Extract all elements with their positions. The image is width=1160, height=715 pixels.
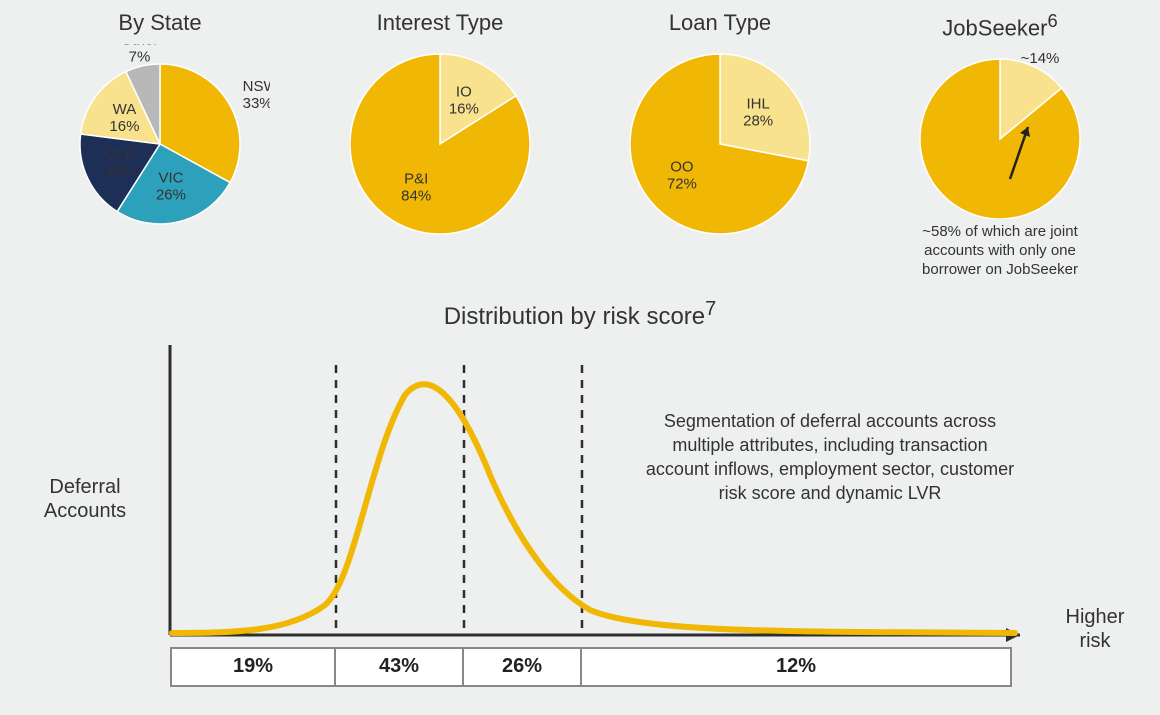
distribution-ylabel: Deferral Accounts xyxy=(20,475,150,523)
pie-by-state: By State NSW33%VIC26%QLD18%WA16%Other7% xyxy=(50,10,270,280)
pie-title-jobseeker-sup: 6 xyxy=(1047,10,1057,31)
pie-label-interestType-0: IO xyxy=(456,84,472,101)
pie-value-byState-1: 26% xyxy=(156,187,186,204)
pie-title-loan-type: Loan Type xyxy=(669,10,771,36)
pie-label-loanType-0: IHL xyxy=(746,95,769,112)
xlabel-line2: risk xyxy=(1079,630,1110,652)
pie-title-jobseeker: JobSeeker6 xyxy=(942,10,1057,41)
distribution-bucket: 19% xyxy=(170,647,336,687)
pie-charts-row: By State NSW33%VIC26%QLD18%WA16%Other7% … xyxy=(0,0,1160,280)
pie-label-byState-1: VIC xyxy=(158,170,183,187)
pie-by-state-svg: NSW33%VIC26%QLD18%WA16%Other7% xyxy=(50,44,270,244)
pie-value-loanType-1: 72% xyxy=(667,176,697,193)
distribution-title-sup: 7 xyxy=(705,298,716,320)
pie-title-jobseeker-text: JobSeeker xyxy=(942,15,1047,40)
pie-title-interest-type: Interest Type xyxy=(377,10,504,36)
pie-title-by-state: By State xyxy=(118,10,201,36)
pie-jobseeker-svg: JobSeeker~14% xyxy=(890,49,1110,219)
pie-label-byState-2: QLD xyxy=(105,146,136,163)
pie-label-byState-0: NSW xyxy=(243,78,270,95)
distribution-bucket: 12% xyxy=(582,647,1012,687)
pie-label-loanType-1: OO xyxy=(670,159,693,176)
pie-label-interestType-1: P&I xyxy=(404,170,428,187)
xlabel-line1: Higher xyxy=(1066,606,1125,628)
pie-label-byState-3: WA xyxy=(113,101,137,118)
jobseeker-note: ~58% of which are joint accounts with on… xyxy=(900,223,1100,279)
pie-loan-type-svg: IHL28% OO72% xyxy=(610,44,830,244)
pie-loan-type: Loan Type IHL28% OO72% xyxy=(610,10,830,280)
distribution-area: Deferral Accounts Segmentation of deferr… xyxy=(30,335,1130,715)
ylabel-line2: Accounts xyxy=(44,500,126,522)
pie-value-byState-3: 16% xyxy=(109,118,139,135)
pie-interest-type: Interest Type IO16% P&I84% xyxy=(330,10,550,280)
distribution-title: Distribution by risk score7 xyxy=(0,298,1160,331)
ylabel-line1: Deferral xyxy=(49,476,120,498)
distribution-xlabel: Higher risk xyxy=(1050,605,1140,653)
pie-interest-type-svg: IO16% P&I84% xyxy=(330,44,550,244)
pie-value-interestType-0: 16% xyxy=(449,101,479,118)
distribution-buckets: 19%43%26%12% xyxy=(170,647,1012,687)
distribution-note: Segmentation of deferral accounts across… xyxy=(640,409,1020,506)
pie-jobseeker: JobSeeker6 JobSeeker~14% ~58% of which a… xyxy=(890,10,1110,280)
pie-value-interestType-1: 84% xyxy=(401,187,431,204)
distribution-bucket: 26% xyxy=(464,647,582,687)
pie-value-jobSeeker-0: ~14% xyxy=(1021,50,1060,67)
pie-value-loanType-0: 28% xyxy=(743,112,773,129)
pie-value-byState-4: 7% xyxy=(129,48,151,65)
distribution-title-text: Distribution by risk score xyxy=(444,303,705,330)
pie-value-byState-2: 18% xyxy=(105,163,135,180)
distribution-bucket: 43% xyxy=(336,647,464,687)
pie-value-byState-0: 33% xyxy=(243,95,270,112)
